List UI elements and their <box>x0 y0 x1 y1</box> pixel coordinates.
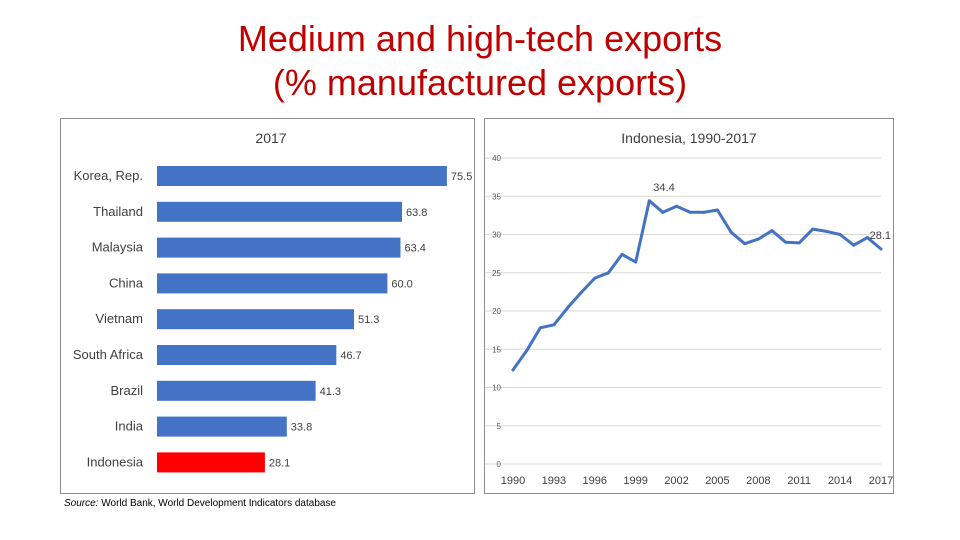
line-chart-title: Indonesia, 1990-2017 <box>621 130 757 146</box>
data-point <box>729 230 733 234</box>
data-point <box>879 247 883 251</box>
bar <box>157 309 354 330</box>
bar-value-label: 60.0 <box>391 278 412 290</box>
bar-value-label: 63.8 <box>406 207 427 219</box>
bar-value-label: 51.3 <box>358 314 379 326</box>
data-point <box>511 368 515 372</box>
data-point <box>661 210 665 214</box>
data-point <box>865 236 869 240</box>
data-point <box>566 306 570 310</box>
bar-category-label: China <box>109 275 144 290</box>
bar-category-label: Vietnam <box>96 311 143 326</box>
data-label: 34.4 <box>653 182 674 194</box>
bar-category-label: India <box>115 419 144 434</box>
y-tick-label: 5 <box>497 422 502 431</box>
data-point <box>606 271 610 275</box>
bar <box>157 416 287 437</box>
x-tick-label: 2017 <box>869 475 893 487</box>
bar-category-label: Brazil <box>110 383 143 398</box>
y-tick-label: 35 <box>492 192 501 201</box>
x-tick-label: 1996 <box>583 475 607 487</box>
data-point <box>784 240 788 244</box>
y-tick-label: 0 <box>497 460 502 469</box>
slide-title-line1: Medium and high-tech exports <box>237 18 723 59</box>
bar-chart: 2017 Korea, Rep. 75.5 Thailand 63.8 Malaysia… <box>73 130 472 473</box>
bar-highlight <box>157 452 265 473</box>
bar-value-label: 75.5 <box>451 171 472 183</box>
bar <box>157 345 337 365</box>
data-point <box>770 229 774 233</box>
bar <box>157 380 316 401</box>
data-point <box>811 227 815 231</box>
data-point <box>756 237 760 241</box>
bar <box>157 166 447 186</box>
line-chart-panel: Indonesia, 1990-2017 0 5 10 15 20 25 30 35 40 199… <box>484 118 894 494</box>
x-tick-label: 2008 <box>746 475 770 487</box>
data-point <box>525 349 529 353</box>
bar-category-label: South Africa <box>73 347 144 362</box>
data-point <box>838 233 842 236</box>
line-chart: Indonesia, 1990-2017 0 5 10 15 20 25 30 35 40 199… <box>485 130 893 487</box>
data-point <box>647 199 651 203</box>
bar-chart-title: 2017 <box>255 130 286 146</box>
data-label: 28.1 <box>870 230 891 242</box>
data-point <box>593 276 597 280</box>
bar-value-label: 63.4 <box>404 243 425 255</box>
bar-value-label: 41.3 <box>320 386 341 398</box>
data-point <box>852 243 856 247</box>
x-tick-label: 2011 <box>787 475 811 487</box>
y-tick-label: 25 <box>492 269 501 278</box>
data-point <box>675 204 679 208</box>
source-text: World Bank, World Development Indicators… <box>98 498 336 509</box>
y-tick-label: 40 <box>492 154 501 163</box>
bar-value-label: 46.7 <box>340 350 361 362</box>
data-point <box>715 208 719 212</box>
data-point <box>797 241 801 245</box>
data-point <box>688 210 692 214</box>
data-point <box>552 323 556 327</box>
x-tick-label: 1993 <box>542 475 566 487</box>
data-point <box>743 242 747 246</box>
x-tick-label: 1999 <box>623 475 647 487</box>
data-point <box>824 229 828 233</box>
y-tick-label: 30 <box>492 231 501 240</box>
x-tick-label: 1990 <box>501 475 525 487</box>
bar-category-label: Indonesia <box>87 454 144 469</box>
y-tick-label: 20 <box>492 307 501 316</box>
x-tick-label: 2002 <box>664 475 688 487</box>
y-tick-label: 10 <box>492 384 501 393</box>
data-point <box>620 252 624 256</box>
bar-value-label: 28.1 <box>269 457 290 469</box>
bar <box>157 201 402 222</box>
source-label: Source: <box>64 498 99 509</box>
bar <box>157 273 388 294</box>
data-point <box>579 291 583 295</box>
bar-chart-panel: 2017 Korea, Rep. 75.5 Thailand 63.8 Malaysia… <box>60 118 475 494</box>
data-point <box>634 260 638 264</box>
bar-category-label: Thailand <box>93 204 143 219</box>
data-point <box>538 326 542 330</box>
x-tick-label: 2005 <box>705 475 729 487</box>
bar-category-label: Korea, Rep. <box>74 168 143 183</box>
bar <box>157 237 401 258</box>
source-note: Source: World Bank, World Development In… <box>64 498 336 509</box>
y-tick-label: 15 <box>492 345 501 354</box>
bar-category-label: Malaysia <box>92 240 144 255</box>
slide-title-line2: (% manufactured exports) <box>272 62 688 103</box>
x-tick-label: 2014 <box>828 475 852 487</box>
series-line <box>511 199 883 372</box>
data-point <box>702 210 706 214</box>
bar-value-label: 33.8 <box>291 422 312 434</box>
